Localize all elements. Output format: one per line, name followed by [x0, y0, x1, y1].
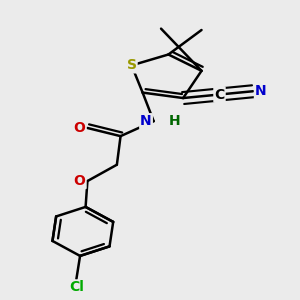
Text: Cl: Cl: [69, 280, 84, 294]
Text: C: C: [214, 88, 225, 101]
Text: N: N: [255, 84, 266, 98]
Text: O: O: [74, 121, 85, 135]
Text: H: H: [168, 114, 180, 128]
Text: O: O: [74, 174, 85, 188]
Text: N: N: [140, 114, 152, 128]
Text: S: S: [127, 58, 136, 72]
